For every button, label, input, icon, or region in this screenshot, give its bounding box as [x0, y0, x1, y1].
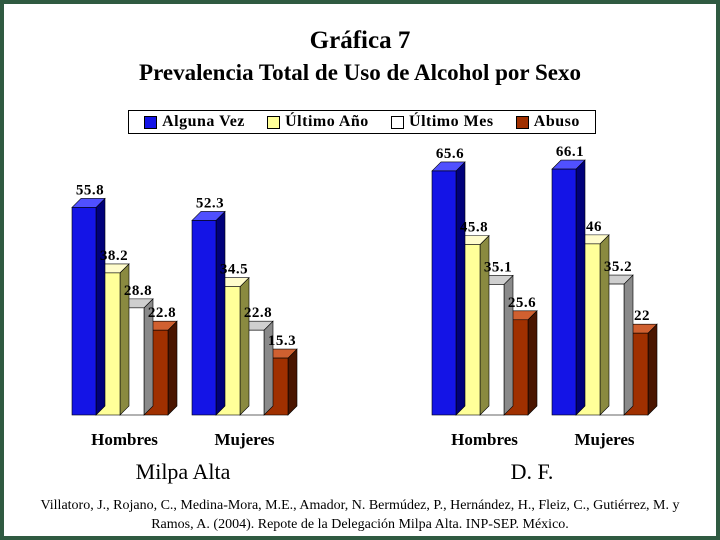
legend-label-abuso: Abuso [533, 113, 580, 130]
bar-0-0-alguna-vez [71, 207, 97, 416]
data-label-0-0-0: 55.8 [76, 182, 104, 198]
data-label-1-1-2: 35.2 [604, 259, 632, 275]
data-label-0-0-1: 38.2 [100, 248, 128, 264]
legend-swatch-ultimo-ano [267, 115, 281, 129]
legend-item-abuso: Abuso [515, 113, 580, 131]
legend-swatch-alguna-vez [144, 115, 158, 129]
data-label-1-0-3: 25.6 [508, 295, 536, 311]
chart-title-milpa-alta: Milpa Alta [135, 459, 231, 484]
data-label-0-0-2: 28.8 [124, 283, 152, 299]
chart-title-df: D. F. [510, 459, 554, 484]
chart-subtitle: Prevalencia Total de Uso de Alcohol por … [139, 60, 581, 85]
category-label-1-1: Mujeres [574, 430, 634, 449]
category-label-0-0: Hombres [91, 430, 158, 449]
legend-item-ultimo-ano: Último Año [267, 113, 369, 131]
data-label-0-0-3: 22.8 [148, 305, 176, 321]
data-label-1-0-1: 45.8 [460, 220, 488, 236]
bar-side-1-0-alguna-vez [455, 161, 466, 416]
data-label-1-1-1: 46 [586, 219, 602, 235]
data-label-1-1-3: 22 [634, 308, 650, 324]
legend-item-ultimo-mes: Último Mes [391, 113, 494, 131]
bar-1-1-alguna-vez [551, 168, 577, 416]
bar-side-0-1-último-año [239, 276, 250, 416]
bar-side-1-1-abuso [647, 323, 658, 416]
bar-side-1-1-alguna-vez [575, 159, 586, 416]
legend-label-ultimo-ano: Último Año [285, 113, 369, 130]
bar-side-0-0-abuso [167, 320, 178, 416]
category-label-1-0: Hombres [451, 430, 518, 449]
data-label-1-0-2: 35.1 [484, 259, 512, 275]
bar-side-0-1-alguna-vez [215, 210, 226, 416]
legend-swatch-ultimo-mes [391, 115, 405, 129]
data-label-0-1-0: 52.3 [196, 195, 224, 211]
legend: Alguna Vez Último Año Último Mes Abuso [128, 110, 596, 134]
bar-side-0-1-abuso [287, 348, 298, 416]
bar-1-0-alguna-vez [431, 170, 457, 416]
bar-side-1-0-abuso [527, 310, 538, 416]
data-label-1-0-0: 65.6 [436, 146, 464, 162]
bar-side-1-1-último-mes [623, 274, 634, 416]
data-label-1-1-0: 66.1 [556, 144, 584, 160]
bar-side-0-0-alguna-vez [95, 197, 106, 416]
chart-title: Gráfica 7 [309, 27, 411, 54]
source-citation: Villatoro, J., Rojano, C., Medina-Mora, … [40, 498, 680, 532]
legend-label-alguna-vez: Alguna Vez [162, 113, 245, 130]
category-label-0-1: Mujeres [214, 430, 274, 449]
legend-label-ultimo-mes: Último Mes [409, 113, 494, 130]
data-label-0-1-2: 22.8 [244, 305, 272, 321]
legend-item-alguna-vez: Alguna Vez [144, 113, 245, 131]
data-label-0-1-1: 34.5 [220, 262, 248, 278]
bar-0-1-alguna-vez [191, 220, 217, 416]
legend-swatch-abuso [515, 115, 529, 129]
data-label-0-1-3: 15.3 [268, 333, 296, 349]
